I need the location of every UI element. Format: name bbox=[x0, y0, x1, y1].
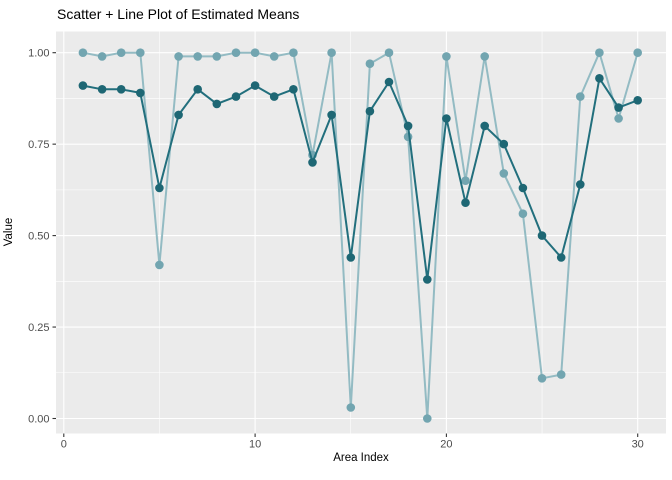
x-tick-label: 0 bbox=[61, 439, 67, 451]
data-point-light-teal-series bbox=[193, 52, 202, 61]
data-point-dark-teal-series bbox=[308, 158, 317, 167]
data-point-light-teal-series bbox=[289, 48, 298, 57]
data-point-light-teal-series bbox=[365, 59, 375, 68]
data-point-light-teal-series bbox=[499, 169, 509, 178]
data-point-dark-teal-series bbox=[499, 139, 509, 149]
data-point-light-teal-series bbox=[537, 374, 547, 383]
data-point-light-teal-series bbox=[78, 48, 88, 57]
x-axis-title: Area Index bbox=[333, 452, 389, 464]
data-point-light-teal-series bbox=[212, 52, 222, 61]
series-line-dark-teal-series bbox=[82, 77, 639, 281]
data-point-dark-teal-series bbox=[155, 183, 164, 193]
data-point-dark-teal-series bbox=[346, 253, 356, 262]
data-point-dark-teal-series bbox=[78, 81, 88, 90]
data-point-dark-teal-series bbox=[116, 85, 126, 94]
data-point-light-teal-series bbox=[174, 52, 183, 61]
data-point-dark-teal-series bbox=[250, 81, 260, 90]
data-point-light-teal-series bbox=[269, 52, 279, 61]
data-point-dark-teal-series bbox=[231, 92, 241, 101]
data-point-light-teal-series bbox=[116, 48, 126, 57]
data-point-light-teal-series bbox=[250, 48, 260, 57]
y-tick-label: 0.75 bbox=[28, 139, 49, 151]
y-tick-label: 0.25 bbox=[28, 322, 49, 334]
y-tick-label: 1.00 bbox=[28, 48, 49, 60]
data-point-dark-teal-series bbox=[327, 110, 336, 120]
data-point-light-teal-series bbox=[346, 403, 356, 412]
data-point-light-teal-series bbox=[384, 48, 394, 57]
data-point-light-teal-series bbox=[155, 260, 164, 270]
data-point-dark-teal-series bbox=[403, 121, 413, 131]
data-point-light-teal-series bbox=[614, 114, 623, 123]
data-point-dark-teal-series bbox=[556, 253, 566, 262]
data-point-light-teal-series bbox=[136, 48, 145, 57]
chart-title: Scatter + Line Plot of Estimated Means bbox=[57, 6, 300, 22]
data-point-light-teal-series bbox=[480, 52, 490, 61]
data-point-dark-teal-series bbox=[595, 74, 604, 83]
data-point-light-teal-series bbox=[576, 92, 585, 101]
data-point-dark-teal-series bbox=[193, 85, 202, 94]
data-point-dark-teal-series bbox=[633, 96, 642, 105]
y-tick-label: 0.00 bbox=[28, 413, 49, 425]
data-point-dark-teal-series bbox=[480, 121, 490, 131]
data-point-light-teal-series bbox=[556, 370, 566, 379]
data-point-light-teal-series bbox=[423, 414, 432, 423]
data-point-dark-teal-series bbox=[614, 103, 623, 112]
data-point-dark-teal-series bbox=[365, 106, 375, 116]
data-point-dark-teal-series bbox=[212, 99, 222, 109]
data-point-light-teal-series bbox=[518, 209, 528, 218]
data-point-dark-teal-series bbox=[384, 77, 394, 87]
data-point-light-teal-series bbox=[97, 52, 107, 61]
data-point-dark-teal-series bbox=[97, 85, 107, 94]
x-tick-label: 30 bbox=[632, 439, 644, 451]
data-point-dark-teal-series bbox=[442, 114, 451, 123]
data-point-light-teal-series bbox=[595, 48, 604, 57]
data-point-dark-teal-series bbox=[461, 198, 470, 207]
data-point-dark-teal-series bbox=[289, 85, 298, 94]
data-point-dark-teal-series bbox=[136, 88, 145, 98]
data-point-light-teal-series bbox=[327, 48, 336, 57]
x-tick-label: 10 bbox=[249, 439, 261, 451]
data-point-light-teal-series bbox=[461, 176, 470, 185]
data-point-dark-teal-series bbox=[423, 275, 432, 284]
data-point-dark-teal-series bbox=[518, 183, 528, 193]
data-point-light-teal-series bbox=[633, 48, 642, 57]
data-point-light-teal-series bbox=[442, 52, 451, 61]
y-tick-label: 0.50 bbox=[28, 230, 49, 242]
data-point-light-teal-series bbox=[231, 48, 241, 57]
data-point-dark-teal-series bbox=[537, 231, 547, 240]
data-point-dark-teal-series bbox=[174, 110, 183, 120]
data-point-dark-teal-series bbox=[576, 180, 585, 189]
data-point-dark-teal-series bbox=[269, 92, 279, 101]
x-tick-label: 20 bbox=[440, 439, 452, 451]
